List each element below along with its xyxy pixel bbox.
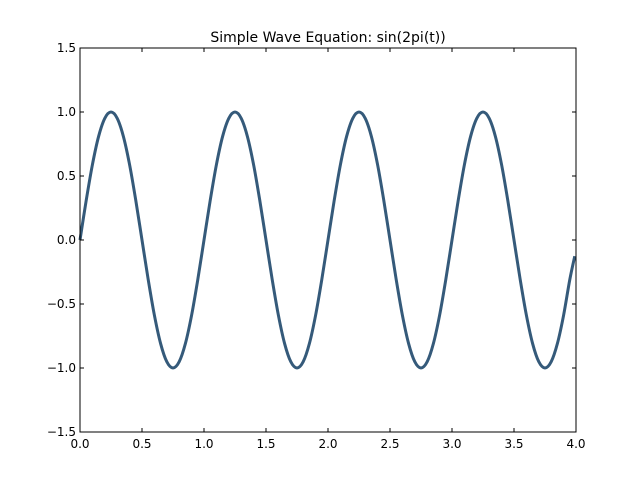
x-tick-label: 2.5 <box>380 437 399 451</box>
y-tick-label: 0.0 <box>57 233 76 247</box>
curve-layer <box>78 110 577 370</box>
x-tick-label: 1.0 <box>194 437 213 451</box>
chart-title: Simple Wave Equation: sin(2pi(t)) <box>210 30 445 46</box>
x-tick-label: 0.5 <box>132 437 151 451</box>
x-tick-label: 2.0 <box>318 437 337 451</box>
tick-layer: 0.0 0.5 1.0 1.5 2.0 2.5 3.0 3.5 4.0 −1.5 −1.0 −0.5 0… <box>47 41 586 451</box>
x-tick-label: 1.5 <box>256 437 275 451</box>
x-tick-label: 3.0 <box>442 437 461 451</box>
plot-frame <box>79 47 577 433</box>
y-tick-label: −0.5 <box>47 297 76 311</box>
y-tick-label: −1.5 <box>47 425 76 439</box>
x-tick-label: 4.0 <box>566 437 585 451</box>
y-tick-label: −1.0 <box>47 361 76 375</box>
y-tick-label: 1.0 <box>57 105 76 119</box>
series-line-0 <box>78 110 577 370</box>
x-tick-label: 0.0 <box>70 437 89 451</box>
y-tick-label: 1.5 <box>57 41 76 55</box>
y-tick-label: 0.5 <box>57 169 76 183</box>
x-tick-label: 3.5 <box>504 437 523 451</box>
